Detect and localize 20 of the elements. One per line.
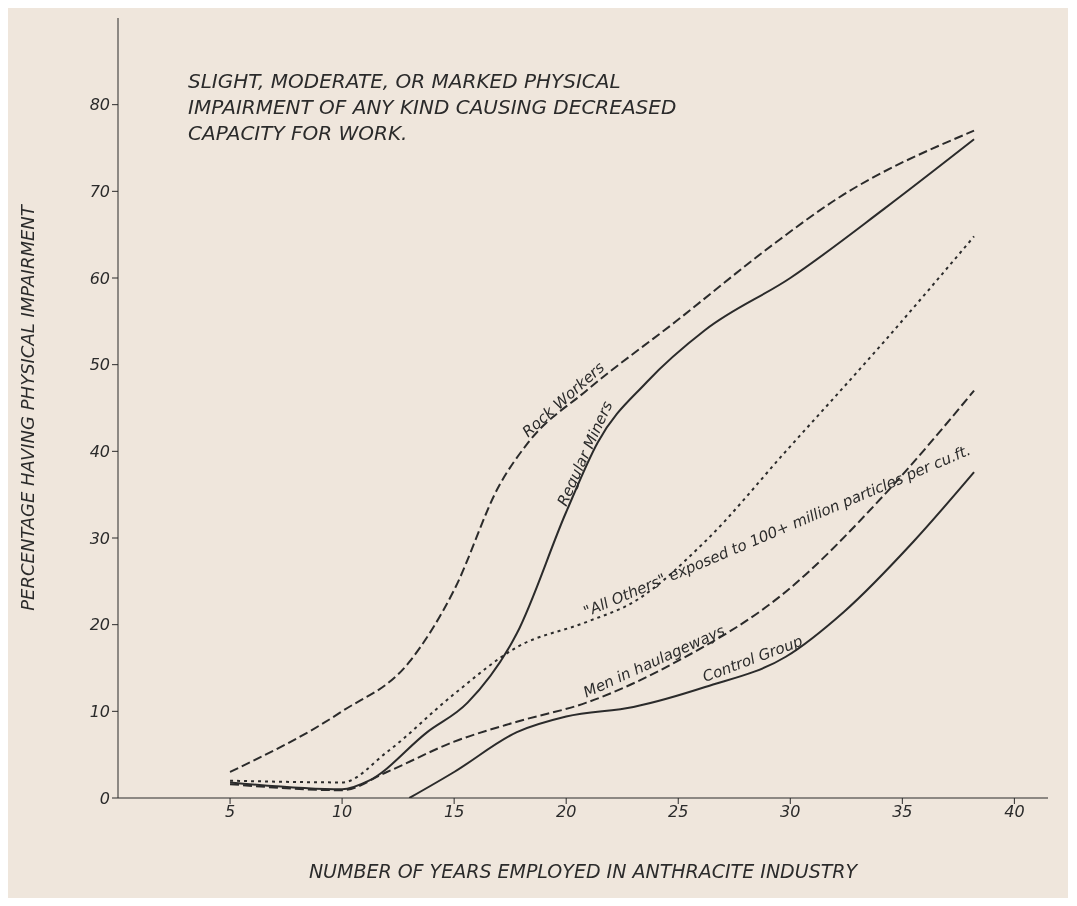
y-tick-label: 40 [89,442,110,462]
x-axis-title: NUMBER OF YEARS EMPLOYED IN ANTHRACITE INDUSTRY [308,860,859,882]
x-tick-label: 15 [443,802,465,822]
text: SLIGHT, MODERATE, OR MARKED PHYSICAL IMPAIRMENT OF ANY KIND CAUSING DECREASED CAPACITY FOR WORK. [188,68,678,146]
x-tick-label: 35 [892,802,913,822]
y-tick-label: 10 [89,702,110,722]
y-tick-label: 30 [89,528,110,548]
x-tick-label: 40 [1004,802,1025,822]
x-tick-label: 10 [331,802,353,822]
y-tick-label: 60 [89,268,110,288]
y-tick-label: 20 [89,615,110,635]
y-tick-label: 50 [89,355,110,375]
y-tick-label: 70 [89,182,110,202]
x-tick-label: 5 [224,802,236,822]
x-tick-label: 25 [668,802,689,822]
y-axis-title: PERCENTAGE HAVING PHYSICAL IMPAIRMENT [17,203,39,611]
y-tick-label: 80 [89,95,110,115]
x-tick-label: 20 [556,802,577,822]
x-tick-label: 30 [780,802,801,822]
y-tick-label: 0 [99,788,110,808]
